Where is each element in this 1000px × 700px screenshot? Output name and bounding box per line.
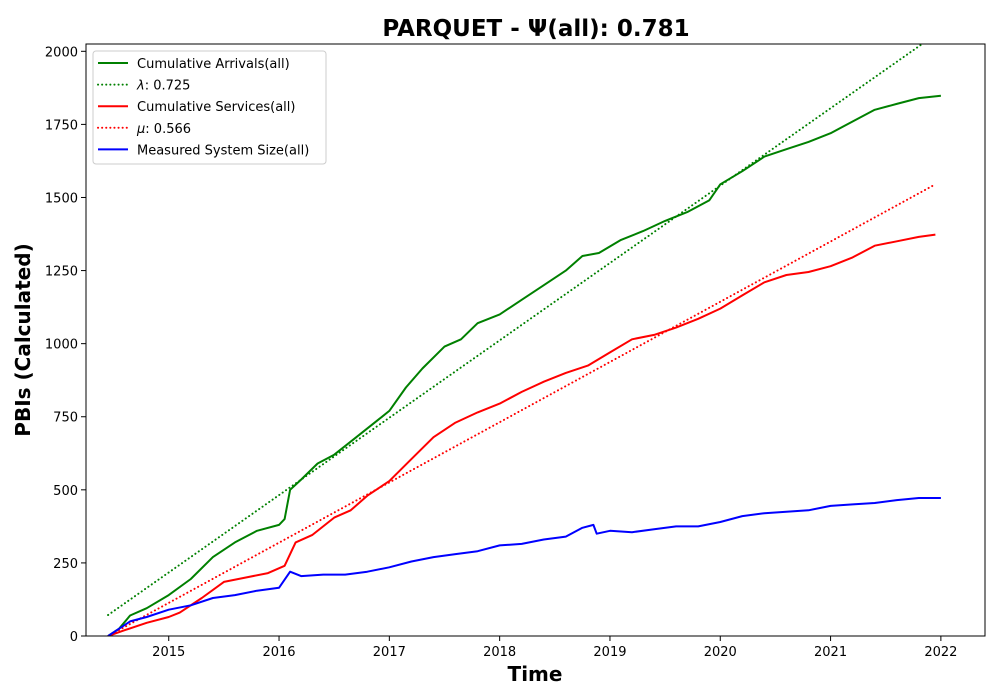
- x-tick-label: 2019: [593, 645, 626, 660]
- legend-label-3: Cumulative Services(all): [137, 100, 295, 115]
- legend-label-1: Cumulative Arrivals(all): [137, 57, 290, 72]
- legend-label-4: μ: 0.566: [136, 122, 191, 137]
- series-layer: [107, 44, 942, 636]
- legend-label-5: Measured System Size(all): [137, 143, 309, 158]
- x-axis: 2015 2016 2017 2018 2019 2020 2021 2022: [152, 636, 957, 660]
- x-axis-title: Time: [508, 662, 563, 686]
- legend-label-2: λ: 0.725: [136, 79, 190, 94]
- y-tick-label: 1000: [45, 338, 78, 353]
- x-tick-label: 2020: [704, 645, 737, 660]
- y-axis: 0 250 500 750 1000 1250 1500 1750 2000: [45, 45, 86, 645]
- legend-box: [92, 50, 327, 165]
- x-tick-label: 2021: [814, 645, 847, 660]
- series-line-4: [107, 183, 937, 636]
- y-tick-label: 0: [70, 630, 78, 645]
- series-line-5: [107, 497, 941, 636]
- y-tick-label: 250: [53, 557, 78, 572]
- x-tick-label: 2022: [924, 645, 957, 660]
- x-tick-label: 2018: [483, 645, 516, 660]
- y-tick-label: 1500: [45, 191, 78, 206]
- x-tick-label: 2015: [152, 645, 185, 660]
- series-line-3: [107, 233, 936, 636]
- x-tick-label: 2017: [373, 645, 406, 660]
- y-tick-label: 500: [53, 484, 78, 499]
- y-tick-label: 750: [53, 411, 78, 426]
- series-line-1: [107, 94, 942, 636]
- y-tick-label: 1250: [45, 265, 78, 280]
- y-tick-label: 2000: [45, 45, 78, 60]
- y-tick-label: 1750: [45, 118, 78, 133]
- x-tick-label: 2016: [262, 645, 295, 660]
- chart-title: PARQUET - Ψ(all): 0.781: [382, 16, 689, 42]
- plot-frame: [85, 43, 986, 637]
- legend: Cumulative Arrivals(all) λ: 0.725 Cumulati…: [92, 50, 327, 165]
- y-axis-title: PBIs (Calculated): [11, 243, 35, 436]
